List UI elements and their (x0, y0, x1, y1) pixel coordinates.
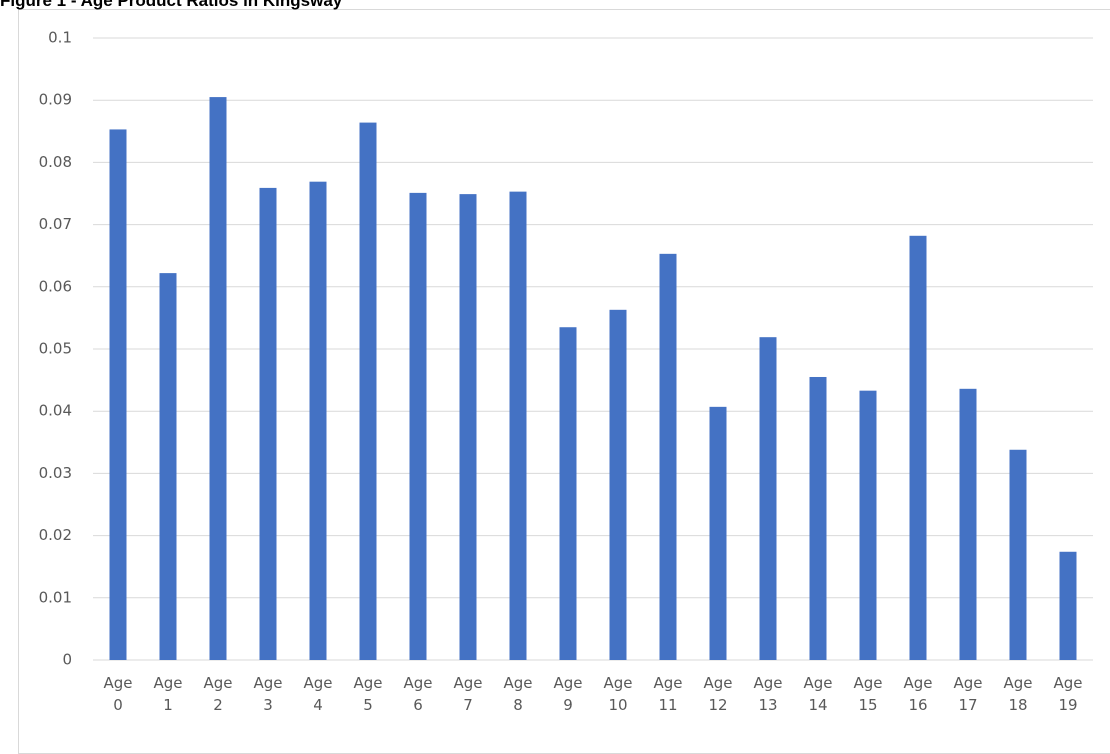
bar (709, 406, 727, 660)
x-tick-label: Age 14 (803, 674, 833, 714)
x-tick-label: Age 8 (503, 674, 533, 714)
bar (1059, 551, 1077, 660)
x-tick-label: Age 13 (753, 674, 783, 714)
y-tick-label: 0 (62, 651, 72, 669)
bar (759, 337, 777, 660)
bar (909, 235, 927, 660)
chart-title: Figure 1 - Age Product Ratios in Kingswa… (0, 0, 343, 10)
x-tick-label: Age 2 (203, 674, 233, 714)
x-tick-label: Age 0 (103, 674, 133, 714)
x-tick-label: Age 11 (653, 674, 683, 714)
y-tick-label: 0.02 (39, 526, 72, 544)
x-tick-label: Age 15 (853, 674, 883, 714)
y-tick-label: 0.04 (39, 402, 72, 420)
x-tick-label: Age 4 (303, 674, 333, 714)
x-tick-label: Age 12 (703, 674, 733, 714)
bar (559, 327, 577, 660)
y-tick-label: 0.09 (39, 91, 72, 109)
bar (259, 187, 277, 661)
x-tick-label: Age 10 (603, 674, 633, 714)
x-tick-label: Age 6 (403, 674, 433, 714)
bar (309, 181, 327, 660)
bar (459, 194, 477, 660)
y-tick-label: 0.08 (39, 153, 72, 171)
bar (959, 388, 977, 660)
y-tick-label: 0.1 (48, 29, 72, 47)
y-tick-label: 0.03 (39, 464, 72, 482)
y-tick-label: 0.01 (39, 588, 72, 606)
x-tick-label: Age 5 (353, 674, 383, 714)
bar (659, 253, 677, 661)
y-tick-label: 0.07 (39, 215, 72, 233)
bar (1009, 449, 1027, 660)
x-tick-label: Age 9 (553, 674, 583, 714)
bar (359, 122, 377, 661)
x-tick-label: Age 18 (1003, 674, 1033, 714)
bar (159, 273, 177, 660)
bar (809, 376, 827, 660)
bar (209, 97, 227, 661)
x-tick-label: Age 7 (453, 674, 483, 714)
bar (409, 192, 427, 661)
bar (509, 191, 527, 660)
x-tick-label: Age 1 (153, 674, 183, 714)
bar (859, 390, 877, 660)
y-tick-label: 0.05 (39, 340, 72, 358)
bar (609, 309, 627, 660)
x-tick-label: Age 3 (253, 674, 283, 714)
x-tick-label: Age 16 (903, 674, 933, 714)
x-tick-label: Age 17 (953, 674, 983, 714)
x-tick-label: Age 19 (1053, 674, 1083, 714)
bar (109, 129, 127, 660)
y-tick-label: 0.06 (39, 277, 72, 295)
